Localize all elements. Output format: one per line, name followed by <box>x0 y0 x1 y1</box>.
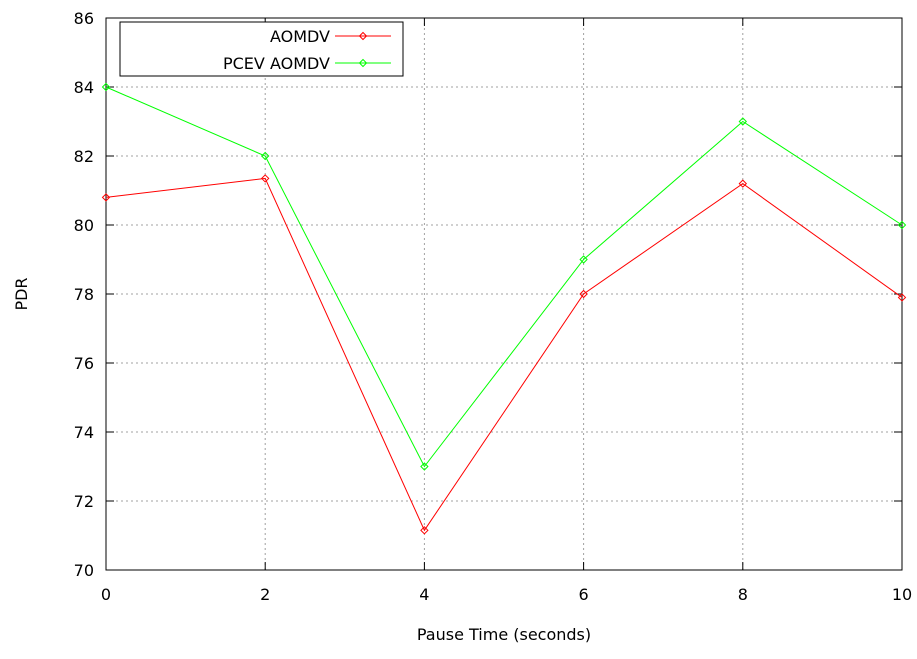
y-tick-label: 72 <box>74 492 94 511</box>
y-tick-label: 70 <box>74 561 94 580</box>
data-point-0-1 <box>260 174 270 183</box>
series-line-1 <box>105 86 903 468</box>
data-point-1-2 <box>420 462 429 471</box>
y-tick-label: 84 <box>74 78 94 97</box>
series <box>101 82 907 535</box>
y-tick-label: 80 <box>74 216 94 235</box>
y-tick-label: 82 <box>74 147 94 166</box>
data-point-0-4 <box>738 179 748 188</box>
y-axis-title: PDR <box>12 277 31 310</box>
x-tick-label: 2 <box>260 585 270 604</box>
data-point-1-3 <box>579 255 588 264</box>
data-point-0-3 <box>579 289 588 299</box>
y-tick-label: 76 <box>74 354 94 373</box>
axis-ticks: 0 2 4 6 8 10 70 72 74 76 78 80 82 84 86 <box>74 9 913 604</box>
data-point-1-4 <box>738 117 748 126</box>
y-tick-label: 74 <box>74 423 94 442</box>
data-point-1-5 <box>897 220 907 230</box>
grid <box>106 18 902 570</box>
x-tick-label: 0 <box>101 585 111 604</box>
data-point-1-1 <box>260 151 270 161</box>
x-tick-label: 10 <box>892 585 912 604</box>
x-tick-label: 4 <box>419 585 429 604</box>
legend-marker-0 <box>358 31 368 41</box>
data-point-0-5 <box>897 293 907 302</box>
x-tick-label: 8 <box>738 585 748 604</box>
data-point-0-0 <box>101 193 111 202</box>
legend-label-1: PCEV AOMDV <box>223 54 330 73</box>
legend: AOMDV PCEV AOMDV <box>119 21 404 77</box>
y-tick-label: 86 <box>74 9 94 28</box>
series-line-0 <box>105 177 903 532</box>
legend-label-0: AOMDV <box>270 27 330 46</box>
legend-box <box>119 21 404 77</box>
data-point-1-0 <box>101 82 111 92</box>
legend-marker-1 <box>358 58 368 68</box>
x-tick-label: 6 <box>579 585 589 604</box>
x-axis-title: Pause Time (seconds) <box>417 625 591 644</box>
data-point-0-2 <box>420 526 429 535</box>
y-tick-label: 78 <box>74 285 94 304</box>
